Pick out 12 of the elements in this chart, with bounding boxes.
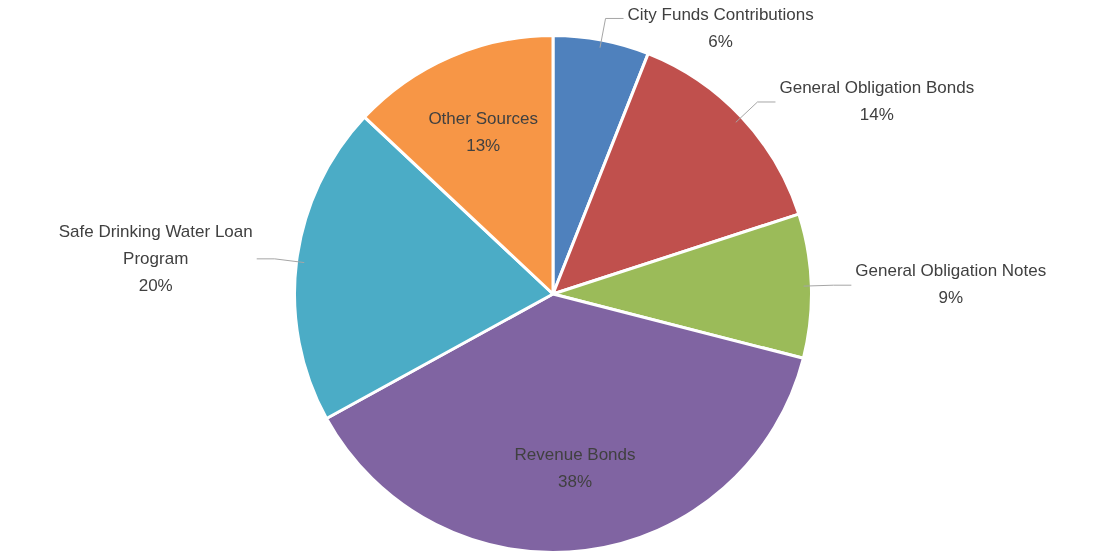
- data-label: 38%: [558, 471, 593, 491]
- slice-label: Revenue Bonds: [514, 444, 636, 464]
- data-label: 13%: [466, 135, 501, 155]
- data-label: 9%: [938, 288, 964, 308]
- data-label: 6%: [708, 32, 733, 52]
- slice-label: City Funds Contributions: [627, 5, 814, 25]
- data-label: 20%: [138, 275, 173, 295]
- slice-label: Safe Drinking Water Loan Program: [58, 221, 253, 268]
- slice-label: General Obligation Bonds: [779, 78, 975, 98]
- slice-label: Other Sources: [428, 108, 538, 128]
- data-label: 14%: [859, 105, 894, 125]
- slice-label: General Obligation Notes: [855, 261, 1047, 281]
